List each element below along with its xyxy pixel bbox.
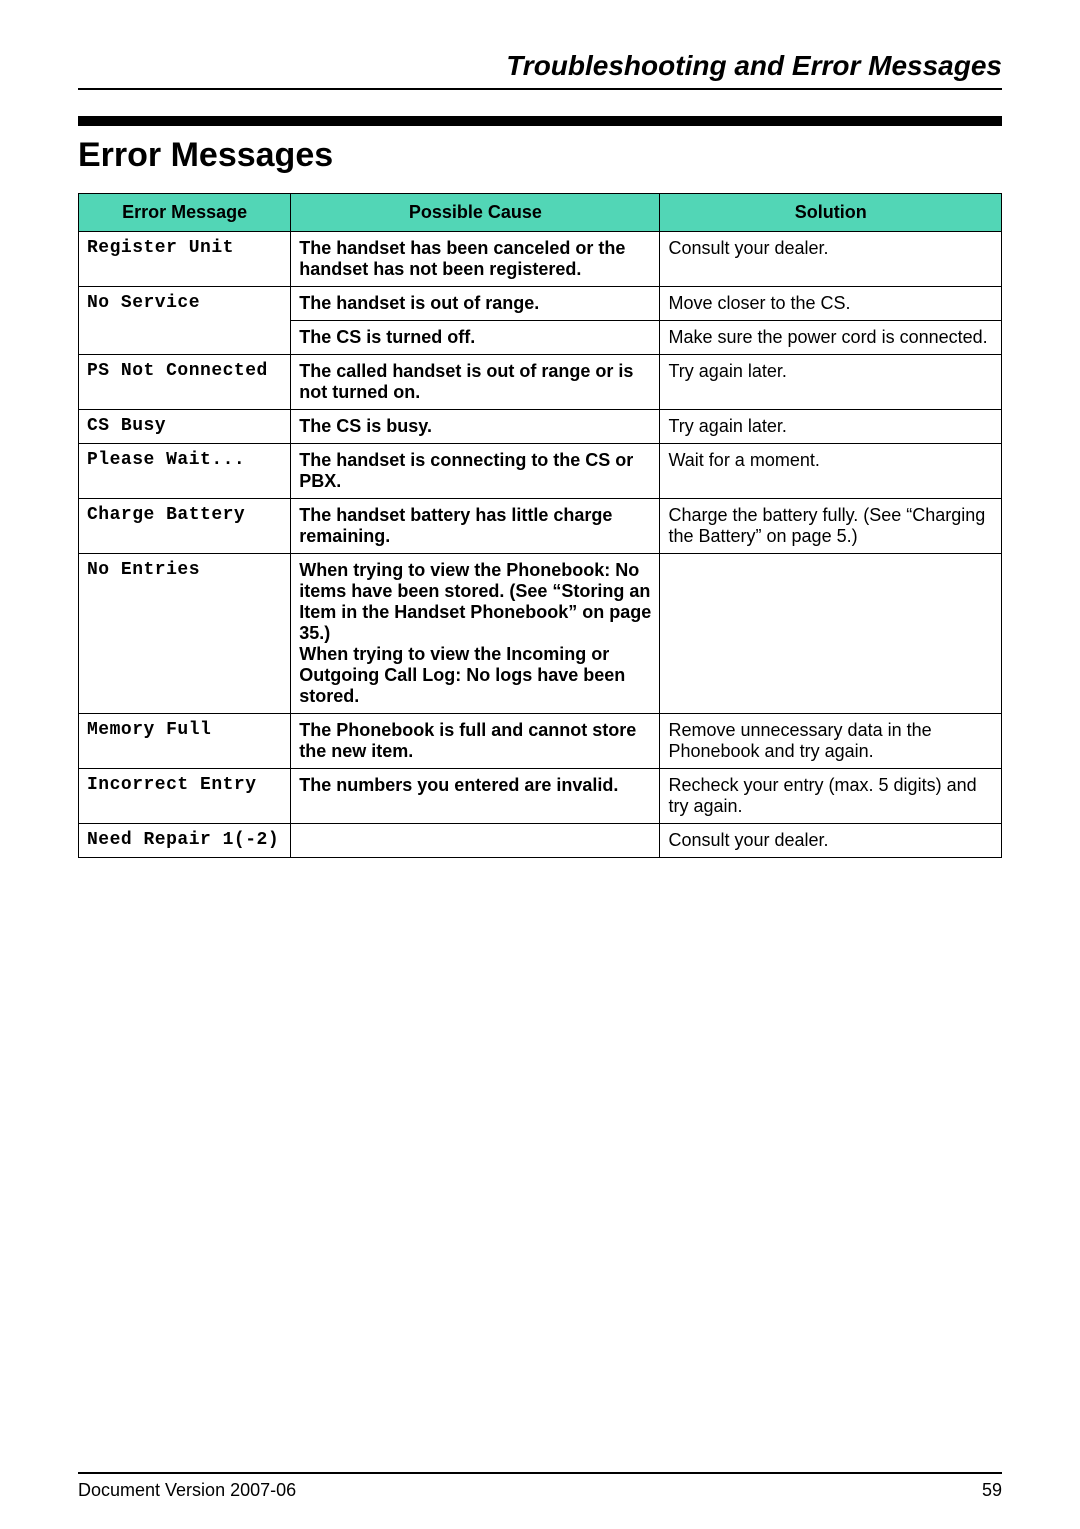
col-header-cause: Possible Cause [291, 194, 660, 232]
cell-cause: The CS is busy. [291, 410, 660, 444]
cell-error: PS Not Connected [79, 355, 291, 410]
cell-cause: The Phonebook is full and cannot store t… [291, 714, 660, 769]
footer-rule [78, 1472, 1002, 1474]
chapter-title: Troubleshooting and Error Messages [78, 50, 1002, 82]
cell-error: Incorrect Entry [79, 769, 291, 824]
table-row: No Entries When trying to view the Phone… [79, 554, 1002, 714]
cell-error: No Entries [79, 554, 291, 714]
cell-cause: The handset has been canceled or the han… [291, 232, 660, 287]
doc-version: Document Version 2007-06 [78, 1480, 296, 1501]
table-header-row: Error Message Possible Cause Solution [79, 194, 1002, 232]
cell-error: Memory Full [79, 714, 291, 769]
cell-solution: Consult your dealer. [660, 232, 1002, 287]
cell-cause: The called handset is out of range or is… [291, 355, 660, 410]
cell-solution: Recheck your entry (max. 5 digits) and t… [660, 769, 1002, 824]
footer-row: Document Version 2007-06 59 [78, 1480, 1002, 1501]
cell-cause [291, 824, 660, 858]
cell-cause: When trying to view the Phonebook: No it… [291, 554, 660, 714]
cell-error: No Service [79, 287, 291, 355]
page-footer: Document Version 2007-06 59 [78, 1472, 1002, 1501]
cell-cause: The handset battery has little charge re… [291, 499, 660, 554]
section-title: Error Messages [78, 136, 1002, 175]
cell-solution [660, 554, 1002, 714]
cell-cause: The handset is connecting to the CS or P… [291, 444, 660, 499]
table-row: No Service The handset is out of range. … [79, 287, 1002, 321]
page: Troubleshooting and Error Messages Error… [0, 0, 1080, 1529]
cell-error: Need Repair 1(-2) [79, 824, 291, 858]
cell-solution: Wait for a moment. [660, 444, 1002, 499]
cell-cause: The CS is turned off. [291, 321, 660, 355]
header-rule [78, 88, 1002, 90]
error-messages-table: Error Message Possible Cause Solution Re… [78, 193, 1002, 858]
table-row: CS Busy The CS is busy. Try again later. [79, 410, 1002, 444]
table-row: Register Unit The handset has been cance… [79, 232, 1002, 287]
cell-cause: The numbers you entered are invalid. [291, 769, 660, 824]
col-header-solution: Solution [660, 194, 1002, 232]
cell-solution: Charge the battery fully. (See “Charging… [660, 499, 1002, 554]
cell-cause: The handset is out of range. [291, 287, 660, 321]
cell-solution: Remove unnecessary data in the Phonebook… [660, 714, 1002, 769]
table-row: Need Repair 1(-2) Consult your dealer. [79, 824, 1002, 858]
table-row: PS Not Connected The called handset is o… [79, 355, 1002, 410]
table-row: Incorrect Entry The numbers you entered … [79, 769, 1002, 824]
cell-error: CS Busy [79, 410, 291, 444]
cell-solution: Consult your dealer. [660, 824, 1002, 858]
cell-solution: Try again later. [660, 410, 1002, 444]
col-header-error: Error Message [79, 194, 291, 232]
cell-solution: Make sure the power cord is connected. [660, 321, 1002, 355]
page-number: 59 [982, 1480, 1002, 1501]
table-row: Please Wait... The handset is connecting… [79, 444, 1002, 499]
cell-error: Please Wait... [79, 444, 291, 499]
cell-error: Charge Battery [79, 499, 291, 554]
cell-solution: Try again later. [660, 355, 1002, 410]
section-rule [78, 116, 1002, 126]
cell-error: Register Unit [79, 232, 291, 287]
cell-solution: Move closer to the CS. [660, 287, 1002, 321]
table-row: Charge Battery The handset battery has l… [79, 499, 1002, 554]
table-row: Memory Full The Phonebook is full and ca… [79, 714, 1002, 769]
